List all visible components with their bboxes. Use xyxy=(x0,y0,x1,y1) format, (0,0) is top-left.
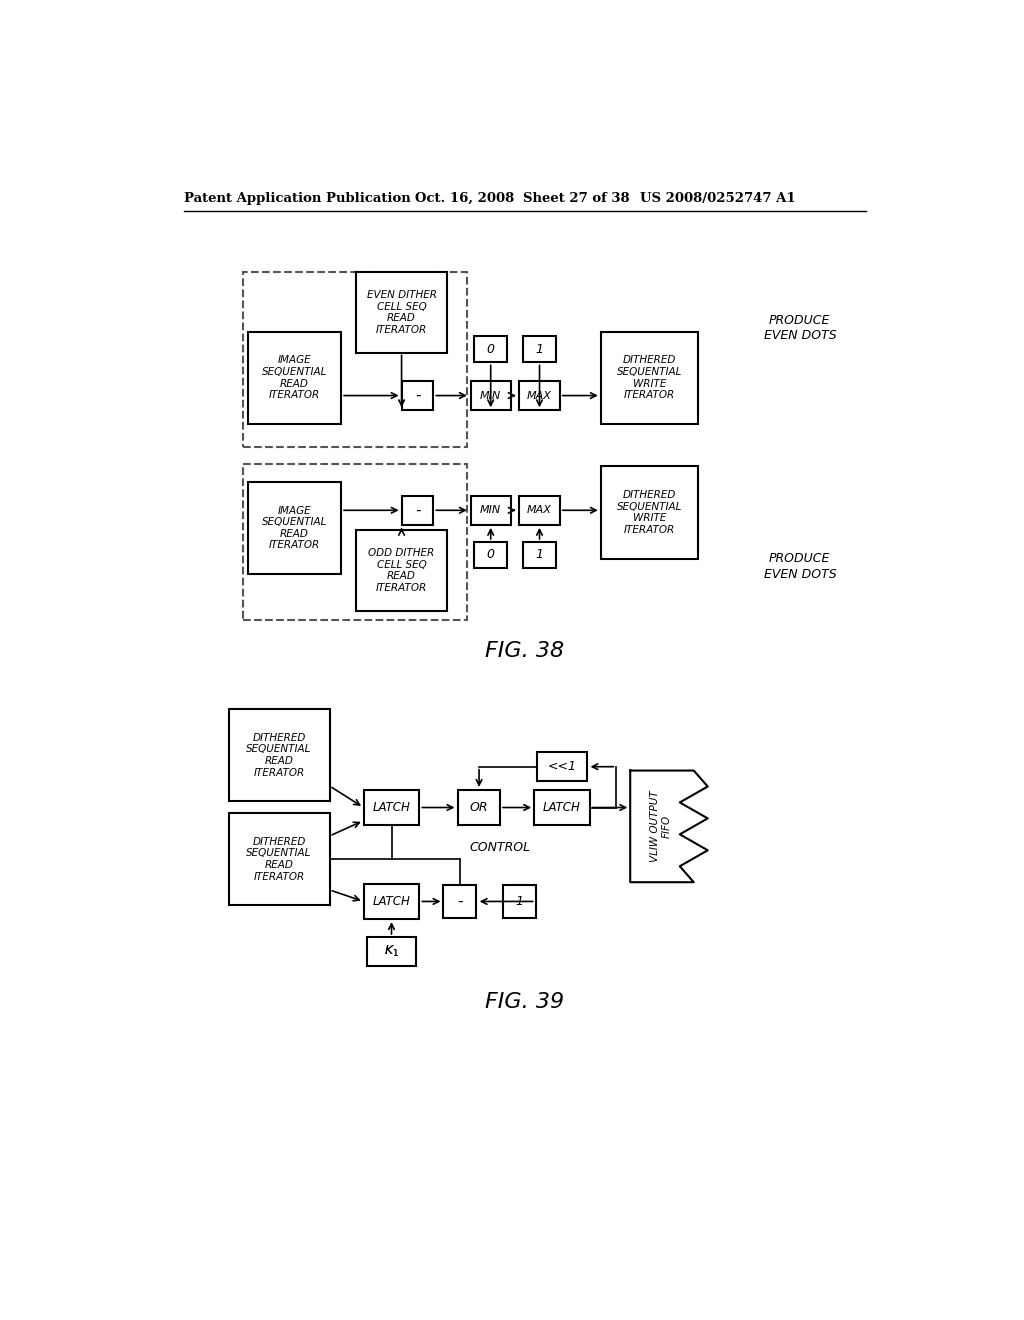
Text: MAX: MAX xyxy=(527,506,552,515)
Polygon shape xyxy=(630,771,708,882)
Bar xyxy=(523,337,556,363)
Bar xyxy=(519,496,560,525)
Bar xyxy=(471,381,511,411)
Text: DITHERED
SEQUENTIAL
WRITE
ITERATOR: DITHERED SEQUENTIAL WRITE ITERATOR xyxy=(616,355,682,400)
Text: 0: 0 xyxy=(486,343,495,356)
Text: EVEN DITHER
CELL SEQ
READ
ITERATOR: EVEN DITHER CELL SEQ READ ITERATOR xyxy=(367,290,436,335)
Text: 1: 1 xyxy=(536,343,544,356)
Bar xyxy=(243,465,467,620)
Text: 1: 1 xyxy=(536,548,544,561)
Text: DITHERED
SEQUENTIAL
READ
ITERATOR: DITHERED SEQUENTIAL READ ITERATOR xyxy=(247,733,312,777)
Text: <<1: <<1 xyxy=(548,760,577,774)
Text: PRODUCE
EVEN DOTS: PRODUCE EVEN DOTS xyxy=(764,314,837,342)
Bar xyxy=(535,789,590,825)
Text: Oct. 16, 2008: Oct. 16, 2008 xyxy=(415,191,514,205)
Bar xyxy=(402,381,433,411)
Text: FIG. 38: FIG. 38 xyxy=(485,642,564,661)
Text: VLIW OUTPUT
FIFO: VLIW OUTPUT FIFO xyxy=(649,791,671,862)
Bar xyxy=(248,482,341,574)
Bar xyxy=(458,789,501,825)
Text: 0: 0 xyxy=(486,548,495,561)
Bar xyxy=(601,466,698,558)
Bar xyxy=(519,381,560,411)
Bar xyxy=(402,496,433,525)
Text: MAX: MAX xyxy=(527,391,552,400)
Bar xyxy=(228,709,330,801)
Bar xyxy=(523,543,556,568)
Text: -: - xyxy=(457,894,463,909)
Bar xyxy=(471,496,511,525)
Bar xyxy=(367,937,417,966)
Text: US 2008/0252747 A1: US 2008/0252747 A1 xyxy=(640,191,795,205)
Text: LATCH: LATCH xyxy=(373,895,411,908)
Bar xyxy=(248,331,341,424)
Bar xyxy=(243,272,467,447)
Text: CONTROL: CONTROL xyxy=(469,841,530,854)
Bar xyxy=(364,789,420,825)
Text: 1: 1 xyxy=(515,895,523,908)
Text: -: - xyxy=(415,388,421,403)
Bar xyxy=(356,529,447,611)
Text: $K_1$: $K_1$ xyxy=(384,944,399,960)
Text: LATCH: LATCH xyxy=(543,801,581,814)
Text: -: - xyxy=(415,503,421,517)
Text: LATCH: LATCH xyxy=(373,801,411,814)
Text: IMAGE
SEQUENTIAL
READ
ITERATOR: IMAGE SEQUENTIAL READ ITERATOR xyxy=(262,506,328,550)
Text: Sheet 27 of 38: Sheet 27 of 38 xyxy=(523,191,630,205)
Text: OR: OR xyxy=(470,801,488,814)
Text: PRODUCE
EVEN DOTS: PRODUCE EVEN DOTS xyxy=(764,553,837,581)
Bar xyxy=(474,543,507,568)
Text: MIN: MIN xyxy=(480,506,502,515)
Text: ODD DITHER
CELL SEQ
READ
ITERATOR: ODD DITHER CELL SEQ READ ITERATOR xyxy=(369,548,435,593)
Bar xyxy=(364,884,420,919)
Bar xyxy=(503,886,536,917)
Text: FIG. 39: FIG. 39 xyxy=(485,991,564,1011)
Text: MIN: MIN xyxy=(480,391,502,400)
Bar xyxy=(228,813,330,906)
Bar xyxy=(601,331,698,424)
Text: $K_1$: $K_1$ xyxy=(384,944,399,960)
Text: DITHERED
SEQUENTIAL
WRITE
ITERATOR: DITHERED SEQUENTIAL WRITE ITERATOR xyxy=(616,490,682,535)
Bar xyxy=(356,272,447,352)
Text: Patent Application Publication: Patent Application Publication xyxy=(183,191,411,205)
Text: IMAGE
SEQUENTIAL
READ
ITERATOR: IMAGE SEQUENTIAL READ ITERATOR xyxy=(262,355,328,400)
Bar xyxy=(537,752,587,781)
Bar xyxy=(443,886,476,917)
Bar xyxy=(474,337,507,363)
Text: DITHERED
SEQUENTIAL
READ
ITERATOR: DITHERED SEQUENTIAL READ ITERATOR xyxy=(247,837,312,882)
